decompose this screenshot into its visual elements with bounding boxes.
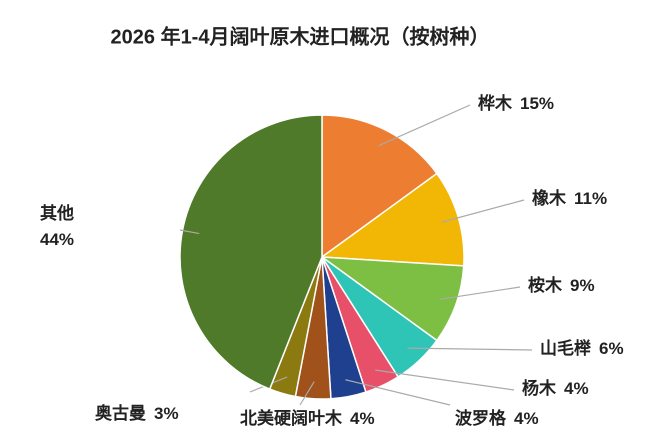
value-label: 9% [570,276,595,295]
category-label: 山毛榉 [540,338,592,358]
value-label: 6% [599,339,624,358]
category-label: 波罗格 [455,408,507,428]
slice-label: 桦木 15% [478,93,554,113]
leader-line [179,229,200,235]
value-label: 4% [564,379,589,398]
value-label: 11% [574,189,607,208]
slice-label: 奥古曼 3% [95,403,179,423]
slice-label: 北美硬阔叶木 4% [240,408,375,428]
leader-line [345,379,451,406]
value-label: 4% [350,409,375,428]
slice-label: 山毛榉 6% [540,338,624,358]
leader-line [299,381,315,406]
leader-line [439,286,521,300]
slice-label: 杨木 4% [522,378,589,398]
chart-title: 2026 年1-4月阔叶原木进口概况（按树种） [111,24,490,48]
pie-slice [319,256,465,342]
value-label: 4% [514,409,539,428]
leader-line [375,369,515,391]
category-label: 桦木 [478,93,513,113]
category-label: 杨木 [522,378,557,398]
value-label: 3% [154,404,179,423]
slice-label: 其他 44% [40,203,74,249]
slice-label: 橡木 11% [532,188,607,208]
leader-line [407,347,533,351]
pie-slice [321,114,438,259]
leader-line [378,104,471,147]
category-label: 其他 [40,203,74,223]
category-label: 橡木 [532,188,567,208]
slice-label: 波罗格 4% [455,408,539,428]
value-label: 44% [40,230,74,249]
value-label: 15% [520,94,554,113]
slice-label: 桉木 9% [528,275,595,295]
category-label: 桉木 [528,275,563,295]
category-label: 北美硬阔叶木 [240,408,343,428]
category-label: 奥古曼 [95,403,146,423]
leader-line [441,199,525,223]
